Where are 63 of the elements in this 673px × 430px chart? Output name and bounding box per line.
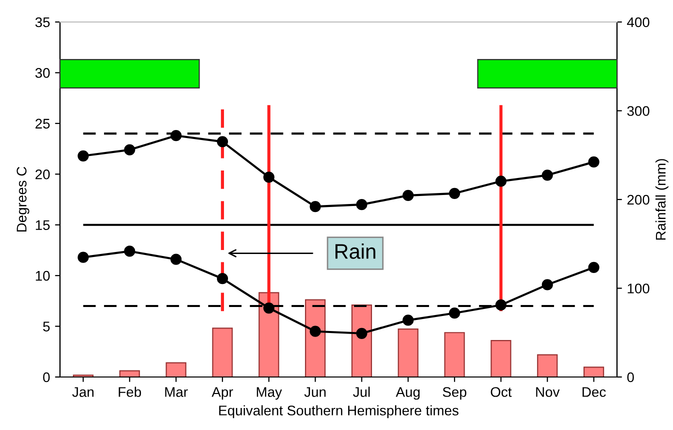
point <box>542 279 553 290</box>
point <box>170 130 182 142</box>
x-tick-label: May <box>256 387 282 400</box>
point <box>448 188 460 199</box>
point <box>170 254 182 265</box>
bar <box>583 366 604 377</box>
point <box>78 150 89 162</box>
y2-tick-label: 400 <box>627 17 650 28</box>
bar <box>166 362 186 377</box>
y-tick-label: 15 <box>36 220 50 230</box>
point <box>310 326 321 337</box>
y2-tick-label: 100 <box>628 284 650 294</box>
bar <box>398 328 418 377</box>
y-tick-label: 10 <box>36 270 50 281</box>
y-axis-title: Degrees C <box>16 166 30 232</box>
y-tick-label: 30 <box>35 68 50 78</box>
point <box>216 136 228 148</box>
x-tick-label: Dec <box>582 387 606 397</box>
x-tick-label: Oct <box>490 387 512 397</box>
bar <box>212 328 233 377</box>
point <box>356 328 368 339</box>
point <box>78 252 89 263</box>
point <box>402 190 414 201</box>
bar <box>444 332 465 377</box>
point <box>216 273 228 284</box>
y-tick-label: 25 <box>36 118 50 129</box>
x-tick-label: Jun <box>304 387 326 397</box>
y-tick-label: 0 <box>43 372 50 382</box>
point <box>402 314 414 326</box>
bar <box>537 354 558 377</box>
point <box>588 262 600 274</box>
point <box>495 299 507 311</box>
bar <box>304 299 326 377</box>
x-tick-label: Mar <box>165 387 188 397</box>
y2-tick-label: 200 <box>627 194 650 205</box>
y2-tick-label: 0 <box>627 372 634 382</box>
x-tick-label: Sep <box>442 387 466 400</box>
x-tick-label: Jul <box>353 386 370 397</box>
point <box>124 144 136 156</box>
x-tick-label: Apr <box>212 387 234 400</box>
point <box>495 176 507 187</box>
x-tick-label: Jan <box>72 387 94 397</box>
point <box>263 302 274 314</box>
point <box>356 199 368 210</box>
point <box>542 170 553 181</box>
point <box>310 201 321 212</box>
point <box>263 172 274 183</box>
y2-tick-label: 300 <box>627 106 650 116</box>
y2-axis-title: Rainfall (mm) <box>655 159 668 240</box>
y-tick-label: 5 <box>43 322 50 332</box>
point <box>588 156 600 168</box>
x-tick-label: Nov <box>536 387 560 397</box>
y-tick-label: 35 <box>35 17 50 28</box>
bar <box>351 304 372 377</box>
x-tick-label: Feb <box>118 386 142 397</box>
point <box>448 308 460 319</box>
bar <box>490 340 512 377</box>
x-axis-title: Equivalent Southern Hemisphere times <box>219 405 458 418</box>
y-tick-label: 20 <box>36 169 50 180</box>
annotation: Rain <box>335 244 376 259</box>
bar <box>119 370 140 377</box>
point <box>124 246 136 257</box>
x-tick-label: Aug <box>396 387 420 400</box>
